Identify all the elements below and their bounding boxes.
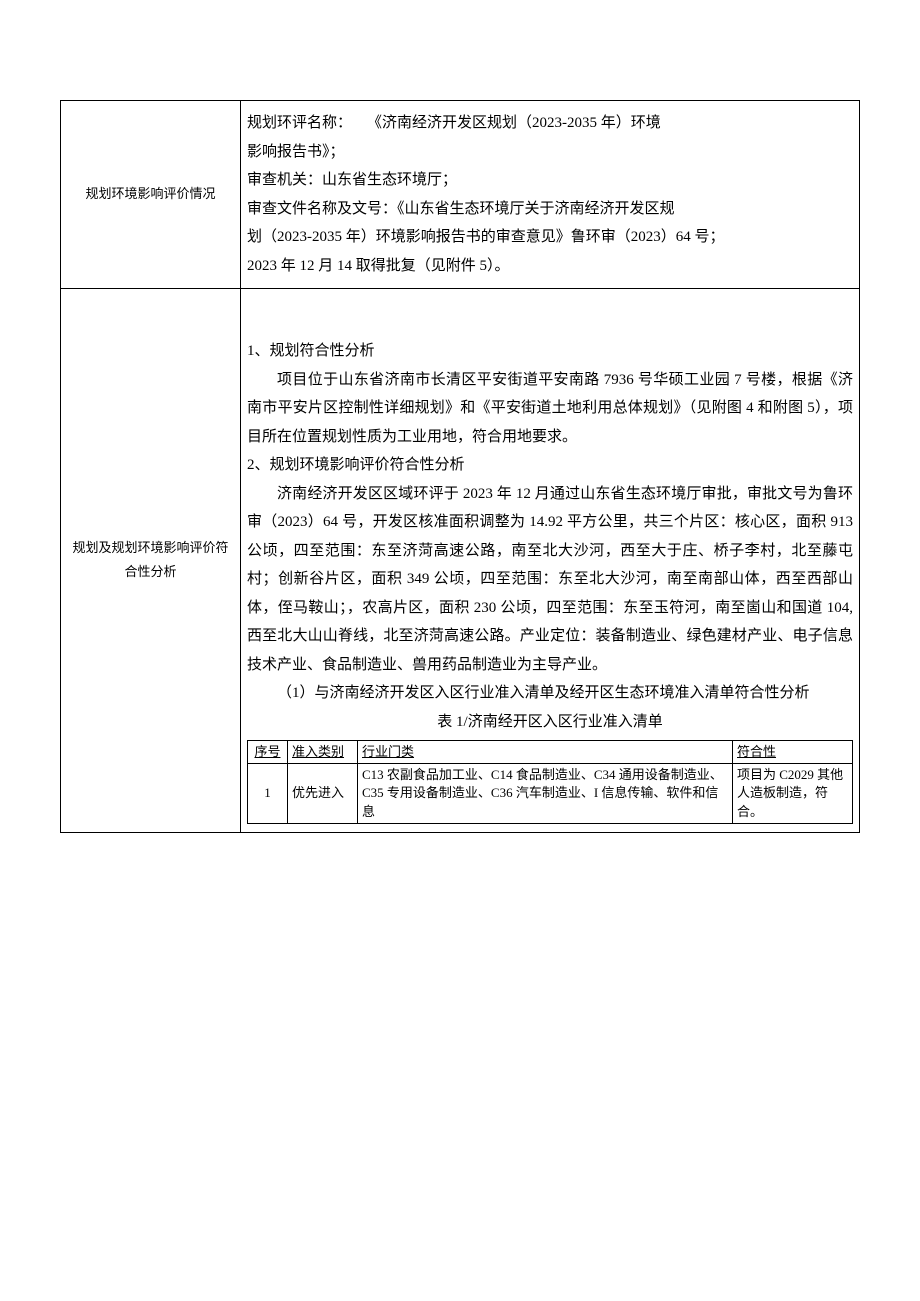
sec2-p2: （1）与济南经济开发区入区行业准入清单及经开区生态环境准入清单符合性分析 xyxy=(247,679,853,708)
row1-l1b: 《济南经济开发区规划（2023-2035 年）环境 xyxy=(367,115,661,131)
hdr-idx: 序号 xyxy=(254,744,280,759)
hdr-cat: 准入类别 xyxy=(292,744,344,759)
cell-idx: 1 xyxy=(248,764,288,824)
row1-label: 规划环境影响评价情况 xyxy=(61,101,241,289)
table-row: 1 优先进入 C13 农副食品加工业、C14 食品制造业、C34 通用设备制造业… xyxy=(248,764,853,824)
hdr-fit: 符合性 xyxy=(737,744,776,759)
row1-line2: 影响报告书》； xyxy=(247,138,853,167)
cell-fit: 项目为 C2029 其他人造板制造，符合。 xyxy=(733,764,853,824)
row1-line4: 审查文件名称及文号：《山东省生态环境厅关于济南经济开发区规 xyxy=(247,195,853,224)
sec1-title: 1、规划符合性分析 xyxy=(247,337,853,366)
sec2-p1: 济南经济开发区区域环评于 2023 年 12 月通过山东省生态环境厅审批，审批文… xyxy=(247,480,853,680)
inner-table-caption: 表 1/济南经开区入区行业准入清单 xyxy=(247,708,853,737)
row-conformity-analysis: 规划及规划环境影响评价符合性分析 1、规划符合性分析 项目位于山东省济南市长清区… xyxy=(61,289,860,833)
row1-l1a: 规划环评名称： xyxy=(247,115,352,131)
hdr-sec: 行业门类 xyxy=(362,744,414,759)
cell-sec: C13 农副食品加工业、C14 食品制造业、C34 通用设备制造业、C35 专用… xyxy=(358,764,733,824)
sec2-title: 2、规划环境影响评价符合性分析 xyxy=(247,451,853,480)
spacer xyxy=(247,297,853,337)
row2-label: 规划及规划环境影响评价符合性分析 xyxy=(61,289,241,833)
inner-table: 序号 准入类别 行业门类 符合性 1 优先进入 C13 农副食品加工业、C14 … xyxy=(247,740,853,824)
main-table: 规划环境影响评价情况 规划环评名称： 《济南经济开发区规划（2023-2035 … xyxy=(60,100,860,833)
cell-cat: 优先进入 xyxy=(288,764,358,824)
sec1-p1: 项目位于山东省济南市长清区平安街道平安南路 7936 号华硕工业园 7 号楼，根… xyxy=(247,366,853,452)
row1-content: 规划环评名称： 《济南经济开发区规划（2023-2035 年）环境 影响报告书》… xyxy=(241,101,860,289)
row2-content: 1、规划符合性分析 项目位于山东省济南市长清区平安街道平安南路 7936 号华硕… xyxy=(241,289,860,833)
row1-line6: 2023 年 12 月 14 取得批复（见附件 5）。 xyxy=(247,252,853,281)
row1-line5: 划（2023-2035 年）环境影响报告书的审查意见》鲁环审（2023）64 号… xyxy=(247,223,853,252)
row1-line1: 规划环评名称： 《济南经济开发区规划（2023-2035 年）环境 xyxy=(247,109,853,138)
row-planning-eia: 规划环境影响评价情况 规划环评名称： 《济南经济开发区规划（2023-2035 … xyxy=(61,101,860,289)
row1-line3: 审查机关：山东省生态环境厅； xyxy=(247,166,853,195)
inner-header-row: 序号 准入类别 行业门类 符合性 xyxy=(248,741,853,764)
